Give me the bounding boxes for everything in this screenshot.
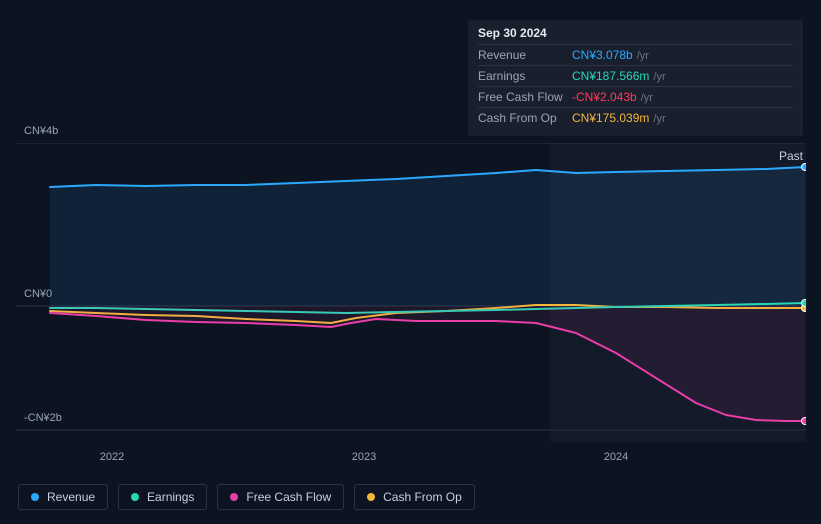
legend-label: Earnings [147,490,194,504]
legend-label: Free Cash Flow [246,490,331,504]
x-axis-label: 2023 [352,451,376,463]
tooltip-value: -CN¥2.043b [572,90,637,104]
tooltip-panel: Sep 30 2024 RevenueCN¥3.078b/yrEarningsC… [468,20,803,136]
series-area-revenue [50,167,805,306]
legend-dot-icon [367,493,375,501]
tooltip-value: CN¥187.566m [572,69,649,83]
series-end-dot [802,300,807,307]
tooltip-unit: /yr [653,71,665,83]
tooltip-unit: /yr [641,92,653,104]
legend-item-revenue[interactable]: Revenue [18,484,108,510]
tooltip-label: Free Cash Flow [478,90,572,104]
tooltip-label: Earnings [478,69,572,83]
tooltip-date: Sep 30 2024 [478,26,793,44]
y-axis-label: CN¥4b [24,125,58,137]
legend: Revenue Earnings Free Cash Flow Cash From O… [18,484,475,510]
series-end-dot [802,164,807,171]
legend-label: Cash From Op [383,490,462,504]
tooltip-value: CN¥175.039m [572,111,649,125]
tooltip-label: Cash From Op [478,111,572,125]
legend-dot-icon [131,493,139,501]
legend-dot-icon [31,493,39,501]
tooltip-row: Free Cash Flow-CN¥2.043b/yr [478,86,793,107]
series-end-dot [802,418,807,425]
legend-label: Revenue [47,490,95,504]
tooltip-value: CN¥3.078b [572,48,633,62]
series-area-free-cash-flow [50,306,805,421]
line-chart [16,143,806,442]
x-axis-label: 2024 [604,451,628,463]
tooltip-row: Cash From OpCN¥175.039m/yr [478,107,793,128]
tooltip-unit: /yr [653,113,665,125]
tooltip-unit: /yr [637,50,649,62]
legend-item-cash-from-op[interactable]: Cash From Op [354,484,475,510]
tooltip-label: Revenue [478,48,572,62]
legend-item-free-cash-flow[interactable]: Free Cash Flow [217,484,344,510]
legend-item-earnings[interactable]: Earnings [118,484,207,510]
chart-container: Sep 30 2024 RevenueCN¥3.078b/yrEarningsC… [0,0,821,524]
legend-dot-icon [230,493,238,501]
x-axis-label: 2022 [100,451,124,463]
tooltip-row: EarningsCN¥187.566m/yr [478,65,793,86]
tooltip-row: RevenueCN¥3.078b/yr [478,44,793,65]
